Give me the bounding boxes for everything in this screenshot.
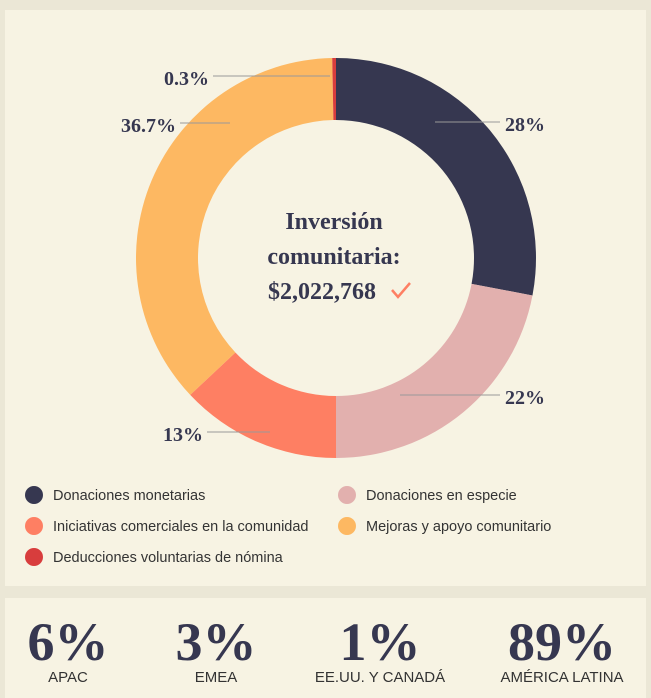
donut-slice	[332, 58, 336, 121]
data-label: 22%	[505, 387, 545, 409]
data-label: 28%	[505, 114, 545, 136]
stat-label: APAC	[48, 669, 88, 686]
donut	[136, 58, 537, 458]
legend-label: Donaciones en especie	[366, 488, 517, 504]
legend-swatch	[25, 517, 43, 535]
stats: 6%APAC 3%EMEA 1%EE.UU. Y CANADÁ 89%AMÉRICA …	[28, 612, 624, 686]
center-title: Inversión	[285, 209, 382, 235]
donut-slice	[136, 58, 334, 395]
stat-label: AMÉRICA LATINA	[500, 669, 623, 686]
stat-label: EMEA	[195, 669, 238, 686]
donut-slice	[190, 352, 336, 458]
legend-label: Mejoras y apoyo comunitario	[366, 519, 551, 535]
legend-label: Iniciativas comerciales en la comunidad	[53, 519, 309, 535]
data-label: 13%	[163, 424, 203, 446]
data-label: 0.3%	[164, 68, 209, 90]
legend-swatch	[25, 486, 43, 504]
stat-value: 6%	[28, 612, 109, 672]
legend-label: Deducciones voluntarias de nómina	[53, 550, 284, 566]
center-title: comunitaria:	[267, 244, 400, 270]
stats-panel	[5, 598, 646, 698]
data-labels: 28% 22% 13% 36.7% 0.3%	[121, 68, 545, 446]
legend-swatch	[338, 517, 356, 535]
stat-label: EE.UU. Y CANADÁ	[315, 669, 445, 686]
legend-swatch	[338, 486, 356, 504]
donut-slice	[336, 58, 537, 296]
stat-value: 3%	[176, 612, 257, 672]
donut-slice	[336, 283, 533, 458]
stat-value: 1%	[340, 612, 421, 672]
check-icon	[391, 282, 411, 299]
center-amount: $2,022,768	[268, 279, 376, 305]
data-label: 36.7%	[121, 115, 176, 137]
legend-label: Donaciones monetarias	[53, 488, 205, 504]
legend-swatch	[25, 548, 43, 566]
stat-value: 89%	[508, 612, 616, 672]
legend: Donaciones monetarias Donaciones en espec…	[25, 486, 551, 566]
